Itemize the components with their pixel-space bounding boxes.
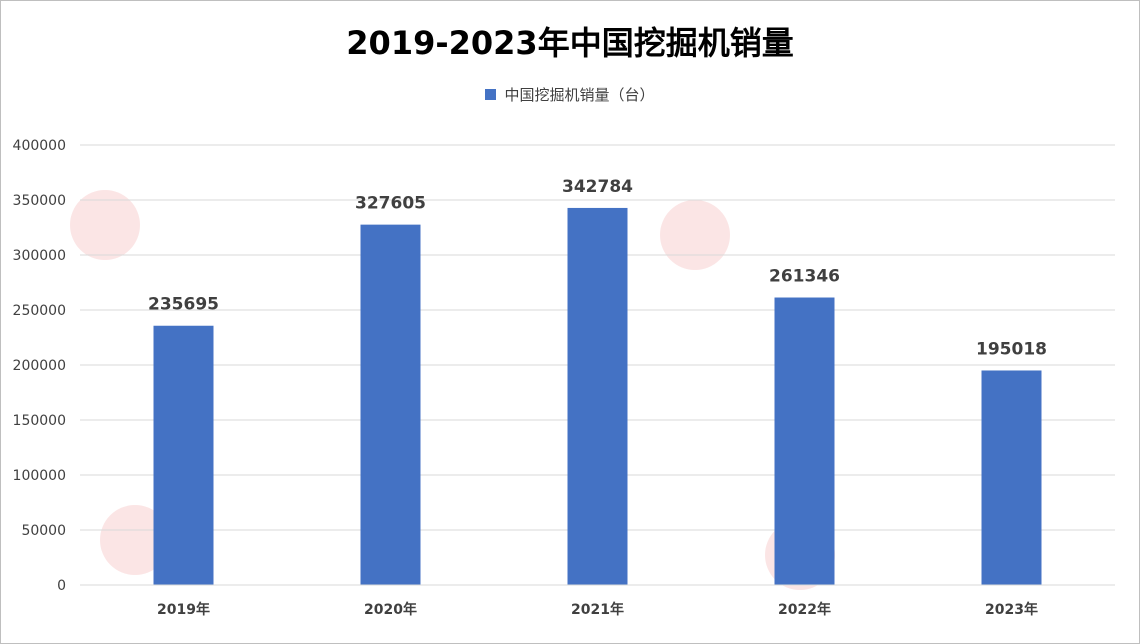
bar bbox=[153, 325, 214, 585]
y-axis-ticks: 0 50000 100000 150000 200000 250000 300000 3500… bbox=[13, 138, 66, 594]
bar bbox=[774, 297, 835, 585]
x-tick-label: 2020年 bbox=[364, 601, 417, 618]
y-tick-label: 150000 bbox=[13, 413, 66, 429]
data-label: 235695 bbox=[148, 295, 219, 315]
bar bbox=[360, 224, 421, 585]
data-label: 342784 bbox=[562, 177, 633, 197]
legend-swatch bbox=[485, 89, 497, 100]
y-tick-label: 0 bbox=[57, 578, 66, 594]
x-tick-label: 2022年 bbox=[778, 601, 831, 618]
chart-title: 2019-2023年中国挖掘机销量 bbox=[346, 24, 794, 62]
data-label: 327605 bbox=[355, 194, 426, 214]
x-tick-label: 2021年 bbox=[571, 601, 624, 618]
y-tick-label: 400000 bbox=[13, 138, 66, 154]
y-tick-label: 300000 bbox=[13, 248, 66, 264]
bar bbox=[981, 370, 1042, 585]
x-axis-ticks: 2019年 2020年 2021年 2022年 2023年 bbox=[157, 601, 1038, 618]
data-label: 261346 bbox=[769, 267, 840, 287]
legend: 中国挖掘机销量（台） bbox=[0, 84, 1140, 105]
y-tick-label: 350000 bbox=[13, 193, 66, 209]
y-tick-label: 50000 bbox=[21, 523, 66, 539]
y-tick-label: 100000 bbox=[13, 468, 66, 484]
x-tick-label: 2023年 bbox=[985, 601, 1038, 618]
bar bbox=[567, 207, 628, 585]
legend-label: 中国挖掘机销量（台） bbox=[504, 86, 655, 104]
y-tick-label: 250000 bbox=[13, 303, 66, 319]
data-labels: 235695 327605 342784 261346 195018 bbox=[148, 177, 1047, 360]
y-tick-label: 200000 bbox=[13, 358, 66, 374]
x-tick-label: 2019年 bbox=[157, 601, 210, 618]
data-label: 195018 bbox=[976, 339, 1047, 359]
bars bbox=[153, 207, 1042, 585]
